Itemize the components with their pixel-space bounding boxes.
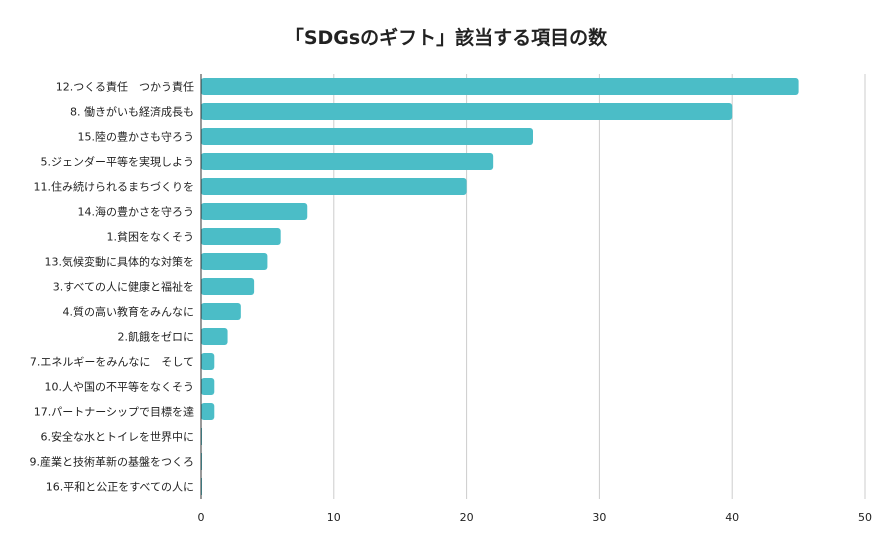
category-label: 15.陸の豊かさも守ろう: [78, 130, 195, 144]
category-label: 12.つくる責任 つかう責任: [56, 80, 194, 94]
bar: [201, 78, 799, 95]
category-label: 7.エネルギーをみんなに そして: [30, 356, 194, 369]
bar: [201, 278, 255, 295]
bar: [201, 128, 533, 145]
category-label: 13.気候変動に具体的な対策を: [45, 255, 195, 269]
bar: [201, 153, 494, 170]
category-label: 17.パートナーシップで目標を達: [34, 405, 194, 419]
x-tick-label: 30: [592, 511, 606, 524]
bar: [201, 378, 215, 395]
category-label: 5.ジェンダー平等を実現しよう: [41, 155, 195, 169]
category-label: 14.海の豊かさを守ろう: [78, 205, 195, 219]
category-label: 6.安全な水とトイレを世界中に: [41, 430, 195, 444]
category-label: 4.質の高い教育をみんなに: [63, 305, 195, 319]
category-labels: 12.つくる責任 つかう責任 8. 働きがいも経済成長も 15.陸の豊かさも守ろう 5…: [30, 80, 195, 494]
bar: [201, 103, 733, 120]
bars: [201, 78, 799, 495]
bar: [201, 403, 215, 420]
x-tick-label: 40: [725, 511, 739, 524]
category-label: 16.平和と公正をすべての人に: [46, 481, 194, 494]
category-label: 11.住み続けられるまちづくりを: [34, 180, 195, 194]
category-label: 1.貧困をなくそう: [107, 231, 195, 244]
bar: [201, 228, 281, 245]
bar: [201, 328, 228, 345]
x-tick-label: 10: [327, 511, 341, 524]
chart-title: 「SDGsのギフト」該当する項目の数: [285, 26, 608, 49]
bar: [201, 353, 215, 370]
bar: [201, 203, 308, 220]
category-label: 2.飢餓をゼロに: [118, 330, 195, 344]
category-label: 9.産業と技術革新の基盤をつくろ: [30, 455, 195, 469]
bar: [201, 253, 268, 270]
x-tick-label: 20: [460, 511, 474, 524]
bar: [201, 178, 467, 195]
category-label: 8. 働きがいも経済成長も: [70, 105, 194, 119]
category-label: 3.すべての人に健康と福祉を: [53, 280, 194, 294]
x-tick-label: 50: [858, 511, 872, 524]
category-label: 10.人や国の不平等をなくそう: [45, 380, 195, 394]
x-tick-label: 0: [198, 511, 205, 524]
bar: [201, 303, 241, 320]
x-axis-ticks: 0 10 20 30 40 50: [198, 511, 873, 524]
